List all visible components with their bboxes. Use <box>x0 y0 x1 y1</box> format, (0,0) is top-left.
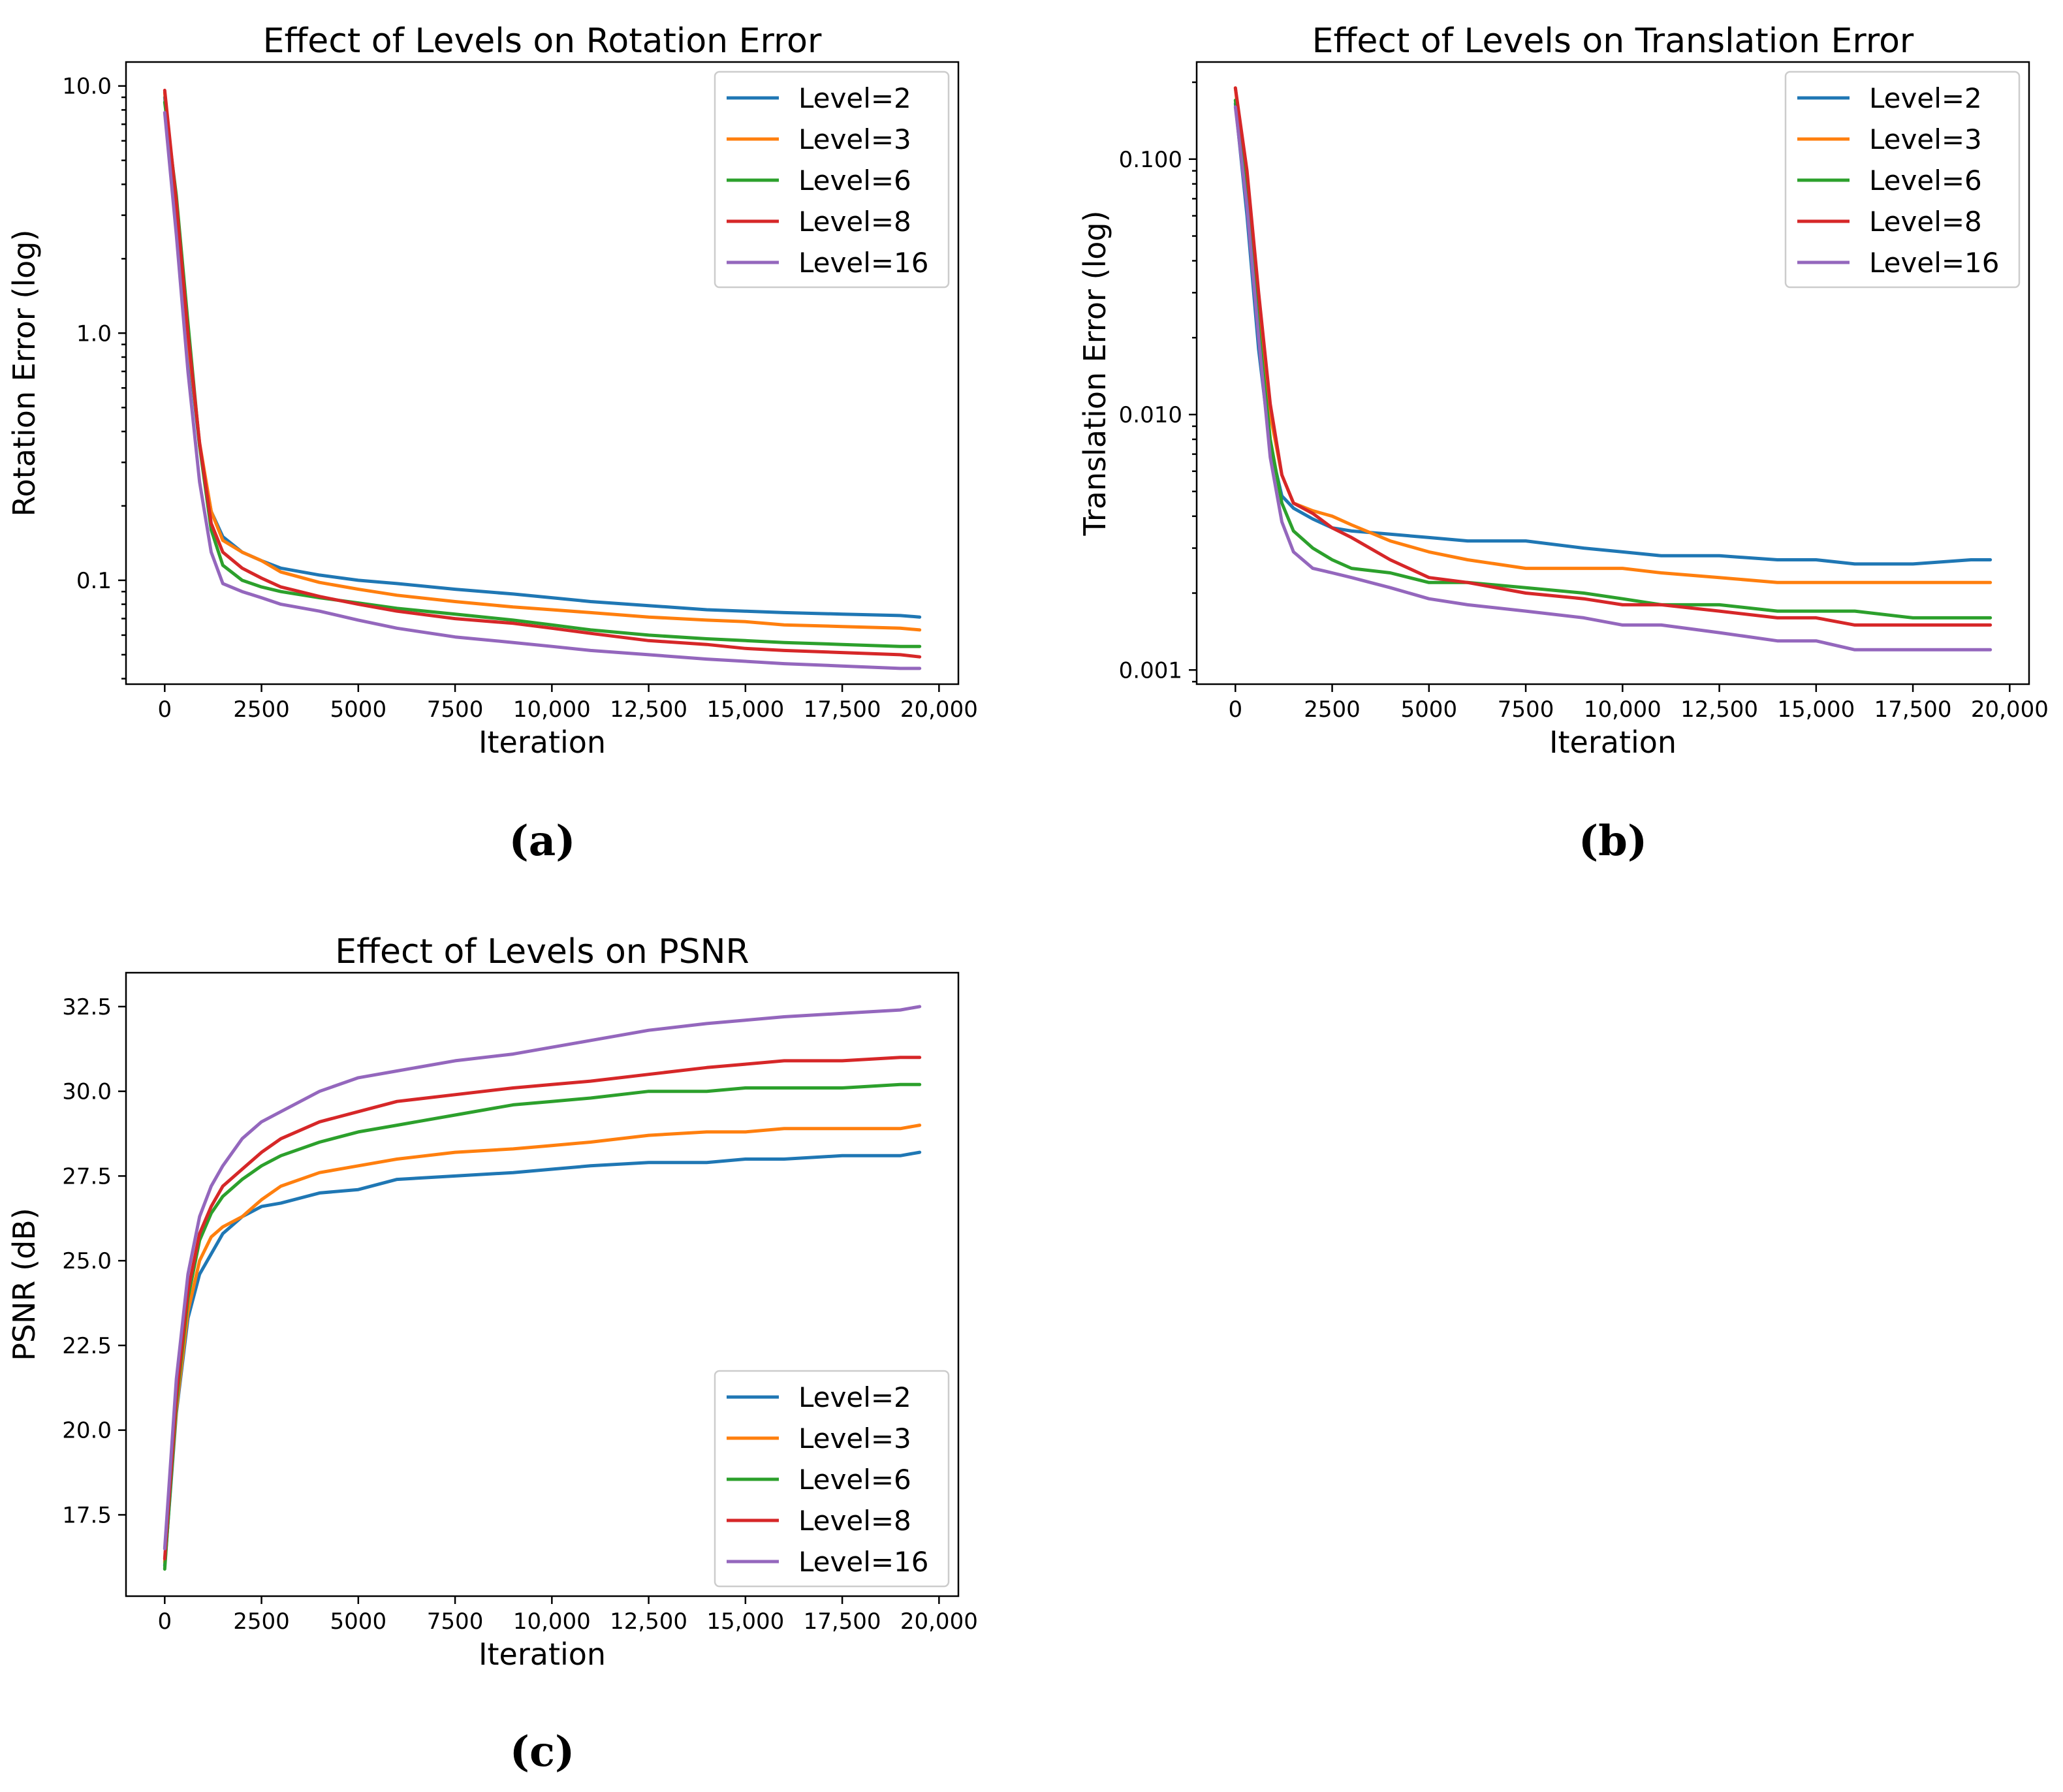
y-tick-label: 27.5 <box>62 1163 112 1189</box>
y-tick-label: 22.5 <box>62 1333 112 1359</box>
x-tick-label: 5000 <box>330 1609 387 1635</box>
plot-frame <box>1195 61 2030 685</box>
y-tick-label: 0.1 <box>76 568 112 594</box>
legend-label: Level=8 <box>798 206 911 238</box>
legend-label: Level=6 <box>798 1464 911 1496</box>
series-line-level-3 <box>163 1124 922 1564</box>
x-tick-label: 10,000 <box>513 697 591 723</box>
legend: Level=2 Level=3 Level=6 Level=8 Level=16 <box>714 1370 950 1588</box>
y-tick-label: 0.001 <box>1119 657 1182 684</box>
legend-box <box>714 71 950 289</box>
legend-label: Level=16 <box>1869 247 2000 279</box>
legend-label: Level=16 <box>798 247 929 279</box>
x-axis-label: Iteration <box>1549 725 1677 760</box>
y-tick-label: 0.010 <box>1119 402 1182 428</box>
x-tick-label: 15,000 <box>706 697 784 723</box>
legend-label: Level=3 <box>798 1423 911 1454</box>
x-tick-label: 0 <box>157 1609 172 1635</box>
x-axis-label: Iteration <box>479 1637 606 1672</box>
legend-label: Level=3 <box>798 123 911 155</box>
x-tick-label: 2500 <box>233 1609 290 1635</box>
legend-label: Level=16 <box>798 1546 929 1578</box>
panel-caption: (a) <box>509 817 575 866</box>
series-line-level-8 <box>163 88 922 659</box>
series-lines <box>1233 86 1992 652</box>
panel-c-psnr: Effect of Levels on PSNR 0 2500 5000 7500 10,… <box>7 932 978 1776</box>
panel-caption: (c) <box>510 1727 575 1776</box>
series-line-level-16 <box>163 111 922 670</box>
y-axis-label: Rotation Error (log) <box>7 230 42 517</box>
x-tick-label: 20,000 <box>1971 697 2049 723</box>
x-tick-label: 5000 <box>330 697 387 723</box>
x-tick-label: 20,000 <box>900 697 978 723</box>
series-line-level-8 <box>1233 86 1992 627</box>
legend-label: Level=6 <box>798 165 911 196</box>
legend-label: Level=6 <box>1869 165 1982 196</box>
y-tick-label: 10.0 <box>62 74 112 100</box>
panel-caption: (b) <box>1579 817 1647 866</box>
legend-label: Level=8 <box>798 1505 911 1537</box>
y-tick-label: 25.0 <box>62 1248 112 1274</box>
x-tick-label: 12,500 <box>610 697 687 723</box>
legend-label: Level=2 <box>1869 82 1982 114</box>
x-tick-label: 5000 <box>1401 697 1458 723</box>
x-tick-label: 17,500 <box>804 697 881 723</box>
legend-label: Level=3 <box>1869 123 1982 155</box>
legend-box <box>1784 71 2021 289</box>
x-tick-label: 2500 <box>1304 697 1361 723</box>
x-tick-label: 17,500 <box>1874 697 1952 723</box>
y-tick-label: 1.0 <box>76 321 112 347</box>
legend-label: Level=8 <box>1869 206 1982 238</box>
series-lines <box>163 1005 922 1571</box>
legend-box <box>714 1370 950 1588</box>
chart-title: Effect of Levels on PSNR <box>335 932 749 971</box>
chart-title: Effect of Levels on Translation Error <box>1312 22 1914 61</box>
y-tick-label: 30.0 <box>62 1079 112 1105</box>
x-tick-label: 0 <box>157 697 172 723</box>
y-tick-label: 20.0 <box>62 1418 112 1444</box>
x-tick-label: 12,500 <box>1680 697 1758 723</box>
x-tick-label: 0 <box>1228 697 1242 723</box>
x-tick-label: 20,000 <box>900 1609 978 1635</box>
x-tick-label: 15,000 <box>1777 697 1855 723</box>
chart-title: Effect of Levels on Rotation Error <box>263 22 822 61</box>
y-axis-label: PSNR (dB) <box>7 1208 42 1361</box>
legend: Level=2 Level=3 Level=6 Level=8 Level=16 <box>1784 71 2021 289</box>
x-tick-label: 7500 <box>1498 697 1554 723</box>
panel-b-translation-error: Effect of Levels on Translation Error 0 25… <box>1077 22 2049 866</box>
legend: Level=2 Level=3 Level=6 Level=8 Level=16 <box>714 71 950 289</box>
legend-label: Level=2 <box>798 1381 911 1413</box>
series-line-level-8 <box>163 1056 922 1561</box>
legend-label: Level=2 <box>798 82 911 114</box>
series-line-level-16 <box>163 1005 922 1550</box>
plot-frame <box>125 971 960 1597</box>
x-tick-label: 10,000 <box>513 1609 591 1635</box>
x-axis-label: Iteration <box>479 725 606 760</box>
series-line-level-6 <box>163 1082 922 1571</box>
y-tick-label: 17.5 <box>62 1502 112 1528</box>
panel-a-rotation-error: Effect of Levels on Rotation Error 0 2500 5… <box>7 22 978 866</box>
x-tick-label: 10,000 <box>1584 697 1661 723</box>
y-axis-label: Translation Error (log) <box>1077 210 1112 536</box>
y-tick-label: 32.5 <box>62 994 112 1020</box>
series-line-level-2 <box>163 1150 922 1567</box>
series-lines <box>163 88 922 670</box>
x-tick-label: 2500 <box>233 697 290 723</box>
x-tick-label: 17,500 <box>804 1609 881 1635</box>
series-line-level-16 <box>1233 105 1992 652</box>
y-tick-label: 0.100 <box>1119 147 1182 173</box>
x-tick-label: 7500 <box>427 697 484 723</box>
x-tick-label: 7500 <box>427 1609 484 1635</box>
x-tick-label: 15,000 <box>706 1609 784 1635</box>
plot-frame <box>125 61 960 685</box>
x-tick-label: 12,500 <box>610 1609 687 1635</box>
